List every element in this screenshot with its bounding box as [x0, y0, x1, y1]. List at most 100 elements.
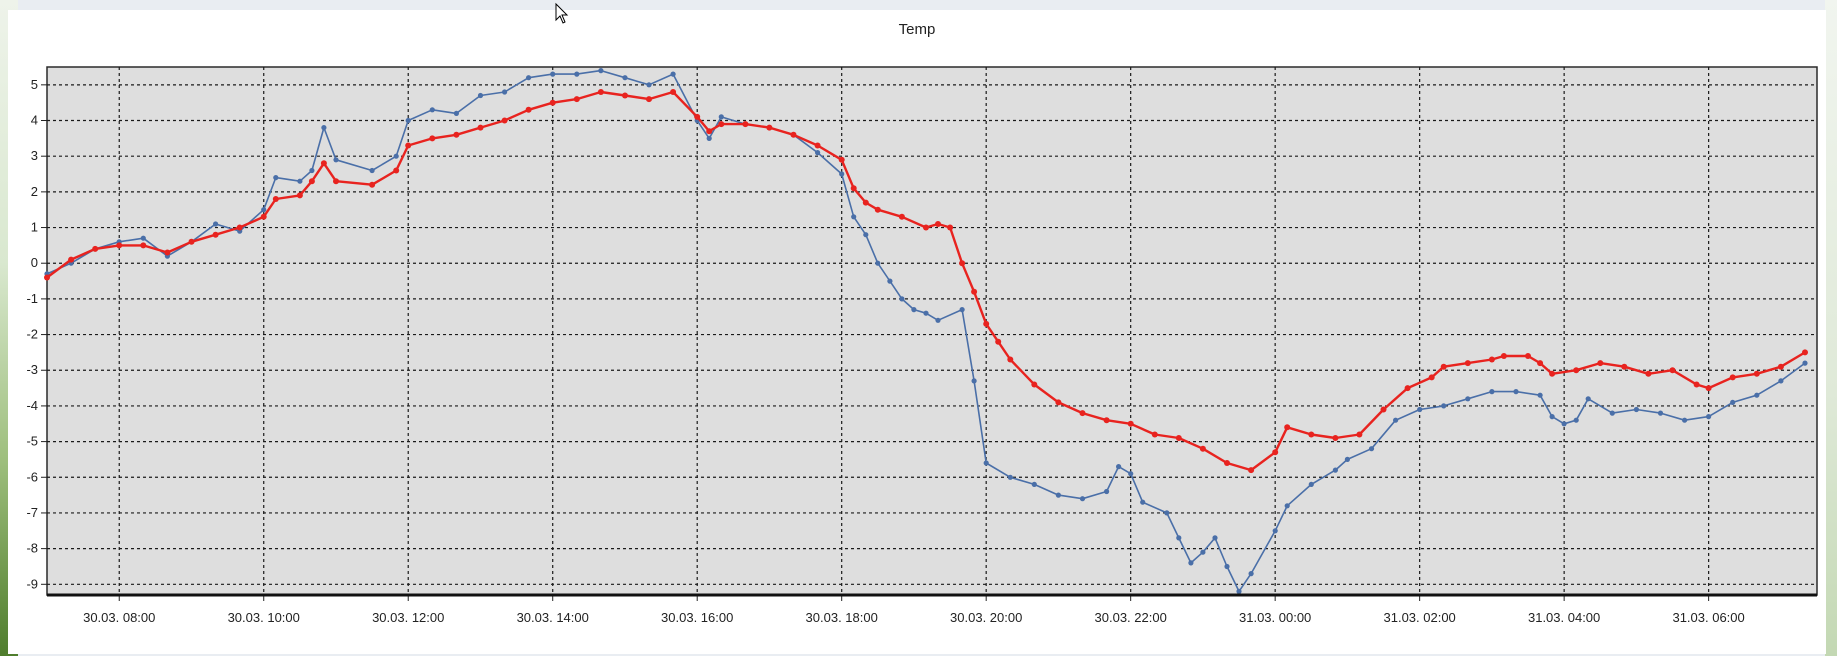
x-tick-label: 31.03. 04:00	[1528, 610, 1600, 625]
y-tick-label: -9	[26, 576, 38, 591]
data-point	[1465, 396, 1471, 402]
data-point	[1176, 535, 1182, 541]
data-point	[1224, 460, 1230, 466]
data-point	[1200, 549, 1206, 555]
data-point	[1308, 431, 1315, 438]
data-point	[502, 89, 508, 95]
data-point	[983, 320, 990, 327]
data-point	[1007, 356, 1014, 363]
data-point	[622, 75, 628, 81]
data-point	[1464, 360, 1471, 367]
data-point	[1705, 385, 1712, 392]
data-point	[622, 92, 628, 99]
data-point	[525, 106, 532, 113]
y-tick-label: 3	[31, 148, 38, 163]
x-tick-label: 30.03. 20:00	[950, 610, 1022, 625]
data-point	[272, 196, 279, 202]
data-point	[899, 296, 905, 302]
chart-title: Temp	[899, 21, 936, 38]
right-background-strip	[1825, 0, 1837, 656]
data-point	[1393, 417, 1399, 423]
data-point	[188, 238, 195, 245]
data-point	[814, 142, 821, 149]
data-point	[1116, 464, 1122, 470]
data-point	[1248, 467, 1255, 474]
data-point	[1754, 392, 1760, 398]
y-tick-label: 5	[31, 77, 38, 92]
data-point	[1128, 471, 1134, 477]
data-point	[1308, 481, 1314, 487]
data-point	[598, 68, 604, 74]
data-point	[1730, 399, 1736, 405]
data-point	[140, 235, 146, 241]
data-point	[369, 181, 376, 188]
y-tick-label: -6	[26, 469, 38, 484]
data-point	[670, 89, 677, 95]
data-point	[1513, 389, 1519, 395]
data-point	[550, 71, 556, 77]
data-point	[92, 245, 99, 252]
data-point	[923, 310, 929, 316]
data-point	[862, 199, 869, 206]
data-point	[1777, 363, 1784, 370]
data-point	[1525, 353, 1531, 359]
y-tick-label: -3	[26, 362, 38, 377]
data-point	[1104, 488, 1110, 495]
y-tick-label: -7	[26, 505, 38, 520]
data-point	[1344, 456, 1350, 462]
data-point	[1706, 414, 1712, 420]
data-point	[1199, 445, 1206, 452]
x-tick-label: 30.03. 22:00	[1095, 610, 1167, 625]
data-point	[1488, 356, 1495, 363]
series-line	[46, 69, 1806, 593]
data-point	[1561, 421, 1567, 427]
data-point	[405, 117, 411, 124]
data-point	[393, 167, 400, 174]
data-point	[261, 207, 267, 213]
data-point	[971, 378, 977, 384]
x-tick-label: 30.03. 12:00	[372, 610, 444, 625]
data-point	[1079, 410, 1086, 417]
data-point	[549, 99, 556, 106]
data-point	[597, 89, 604, 95]
data-point	[1621, 363, 1628, 370]
data-point	[1055, 492, 1061, 498]
data-point	[1272, 528, 1278, 534]
data-point	[1248, 571, 1254, 577]
data-point	[309, 167, 315, 174]
data-point	[1585, 396, 1591, 402]
data-point	[766, 124, 773, 131]
data-point	[995, 338, 1002, 345]
plot-area	[46, 66, 1818, 596]
x-tick-label: 30.03. 18:00	[806, 610, 878, 625]
y-tick-label: -2	[26, 327, 38, 342]
data-point	[1729, 374, 1736, 381]
data-point	[260, 213, 267, 220]
data-point	[1440, 363, 1447, 370]
data-point	[1404, 385, 1411, 392]
x-tick-label: 30.03. 16:00	[661, 610, 733, 625]
x-tick-label: 30.03. 08:00	[83, 610, 155, 625]
data-point	[321, 125, 327, 131]
data-point	[935, 317, 941, 323]
data-point	[1103, 417, 1110, 424]
data-point	[333, 178, 339, 185]
data-point	[1597, 360, 1604, 367]
series-layer	[44, 68, 1808, 595]
data-point	[140, 242, 147, 249]
data-point	[911, 307, 917, 313]
data-point	[393, 153, 399, 159]
data-point	[1356, 431, 1363, 438]
data-point	[1164, 510, 1170, 516]
data-point	[1549, 414, 1555, 420]
data-point	[935, 221, 941, 227]
data-point	[1007, 474, 1013, 480]
data-point	[574, 71, 580, 77]
data-point	[116, 242, 123, 249]
y-tick-label: 1	[31, 220, 38, 235]
data-point	[646, 82, 652, 88]
data-point	[1500, 353, 1507, 359]
data-point	[1802, 360, 1808, 366]
data-point	[874, 206, 881, 213]
